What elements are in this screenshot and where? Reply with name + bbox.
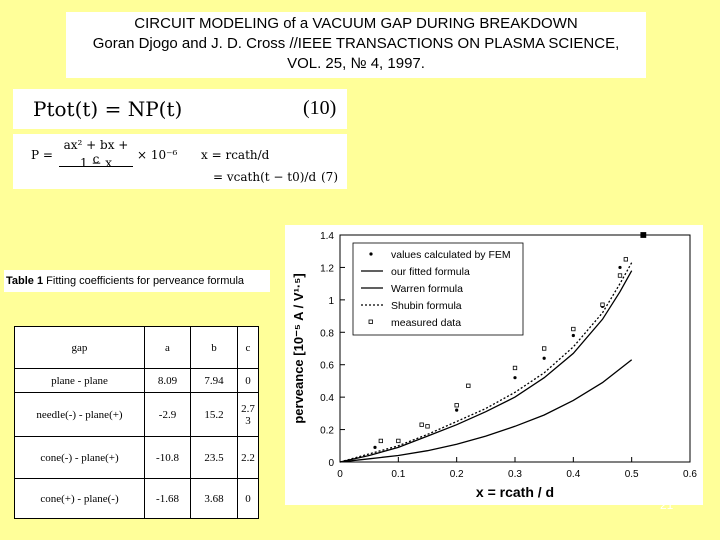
fem-point	[455, 408, 459, 412]
legend-marker	[368, 319, 373, 324]
y-axis-label: perveance [10⁻⁵ A / V¹·⁵]	[291, 273, 306, 423]
legend-entry: our fitted formula	[391, 266, 470, 278]
table-cell: 2.7 3	[237, 392, 259, 437]
measured-point	[617, 273, 623, 278]
fem-point	[618, 265, 622, 270]
table-cell: 3.68	[190, 478, 238, 519]
paper-title: CIRCUIT MODELING of a VACUUM GAP DURING …	[134, 15, 578, 32]
measured-point	[571, 326, 576, 332]
x-tick-label: 0.2	[450, 469, 464, 480]
perveance-chart: 0 0.1 0.2 0.3 0.4 0.5 0.6 0 0.2 0.4 0.6 0.8 1 1.2 1.4 x…	[285, 225, 703, 505]
y-tick-label: 0.6	[320, 361, 334, 372]
formula-7-numerator: ax² + bx + c	[59, 138, 133, 167]
formula-7-denominator: 1 − x	[79, 156, 113, 170]
paper-volume: VOL. 25, № 4, 1997.	[287, 55, 425, 72]
table-cell: 15.2	[190, 392, 238, 437]
table-caption-text: Fitting coefficients for perveance formu…	[46, 275, 245, 287]
legend-marker	[369, 252, 373, 256]
table-header-cell: c	[237, 326, 259, 369]
x-axis-label: x = rcath / d	[476, 484, 554, 500]
table-row: cone(-) - plane(+) -10.8 23.5 2.2	[14, 436, 259, 479]
fem-point	[571, 333, 575, 338]
measured-point	[600, 302, 605, 307]
table-cell: needle(-) - plane(+)	[14, 392, 145, 437]
table-cell: -10.8	[144, 436, 191, 479]
measured-point	[640, 232, 647, 238]
series-line	[339, 359, 633, 463]
measured-point	[378, 438, 383, 444]
measured-point	[466, 383, 471, 388]
table-cell: plane - plane	[14, 368, 145, 393]
table-cell: -2.9	[144, 392, 191, 437]
legend-entry: Shubin formula	[391, 300, 462, 312]
table-row: plane - plane 8.09 7.94 0	[14, 368, 259, 393]
perveance-chart-svg: 0 0.1 0.2 0.3 0.4 0.5 0.6 0 0.2 0.4 0.6 0.8 1 1.2 1.4 x…	[291, 231, 697, 500]
page-number: 21	[660, 498, 674, 512]
series-line	[339, 262, 633, 463]
legend-box	[352, 242, 524, 336]
measured-point	[623, 257, 628, 262]
x-tick-label: 0.4	[566, 469, 580, 480]
formula-10-text: Ptot(t) = NP(t)	[33, 97, 183, 121]
legend-entry: values calculated by FEM	[391, 249, 511, 261]
formula-10-number: (10)	[303, 97, 337, 119]
formula-7-xdef: x = rcath/d	[201, 148, 270, 162]
table-header-cell: gap	[14, 326, 145, 369]
formula-7-lhs: P =	[31, 148, 53, 162]
series-line	[339, 270, 633, 463]
fem-point	[513, 376, 517, 380]
formula-7-xdef2: = vcath(t − t0)/d	[213, 170, 317, 184]
table-header-cell: b	[190, 326, 238, 369]
measured-point	[419, 422, 424, 427]
table-cell: 23.5	[190, 436, 238, 479]
table-row: needle(-) - plane(+) -2.9 15.2 2.7 3	[14, 392, 259, 437]
table-cell: -1.68	[144, 478, 191, 519]
table-row: cone(+) - plane(-) -1.68 3.68 0	[14, 478, 259, 519]
fem-point	[373, 445, 377, 450]
table-header-row: gap a b c	[14, 326, 259, 369]
y-tick-label: 0.2	[320, 426, 334, 437]
table-caption-label: Table 1	[6, 275, 44, 287]
legend-entry: measured data	[391, 317, 461, 329]
table-cell: 0	[237, 368, 259, 393]
x-tick-label: 0.6	[683, 469, 697, 480]
table-cell: 8.09	[144, 368, 191, 393]
x-tick-label: 0.3	[508, 469, 522, 480]
x-tick-label: 0.5	[625, 469, 639, 480]
legend-entry: Warren formula	[391, 283, 463, 295]
y-tick-label: 0.4	[320, 393, 334, 404]
table-cell: cone(+) - plane(-)	[14, 478, 145, 519]
table-caption: Table 1 Fitting coefficients for pervean…	[4, 270, 270, 292]
measured-point	[542, 346, 547, 351]
coefficients-table: gap a b c plane - plane 8.09 7.94 0 need…	[14, 326, 259, 519]
y-tick-label: 0	[328, 458, 334, 469]
formula-7-factor: × 10⁻⁶	[137, 148, 178, 162]
formula-7-number: (7)	[321, 170, 338, 184]
x-tick-label: 0.1	[391, 469, 405, 480]
y-tick-label: 0.8	[320, 328, 334, 339]
y-tick-label: 1	[328, 296, 334, 307]
table-header-cell: a	[144, 326, 191, 369]
y-tick-label: 1.2	[320, 263, 334, 274]
table-cell: cone(-) - plane(+)	[14, 436, 145, 479]
x-tick-label: 0	[337, 469, 343, 480]
measured-point	[425, 424, 430, 429]
citation-header: CIRCUIT MODELING of a VACUUM GAP DURING …	[66, 12, 646, 78]
fem-point	[542, 356, 546, 360]
paper-authors-journal: Goran Djogo and J. D. Cross //IEEE TRANS…	[92, 35, 620, 52]
y-tick-label: 1.4	[320, 231, 334, 242]
measured-point	[512, 365, 518, 371]
measured-point	[396, 438, 401, 444]
table-cell: 2.2	[237, 436, 259, 479]
table-cell: 0	[237, 478, 259, 519]
measured-point	[454, 403, 459, 408]
table-cell: 7.94	[190, 368, 238, 393]
formula-7: P = ax² + bx + c 1 − x × 10⁻⁶ x = rcath/…	[13, 134, 347, 189]
formula-10: Ptot(t) = NP(t) (10)	[13, 89, 347, 129]
